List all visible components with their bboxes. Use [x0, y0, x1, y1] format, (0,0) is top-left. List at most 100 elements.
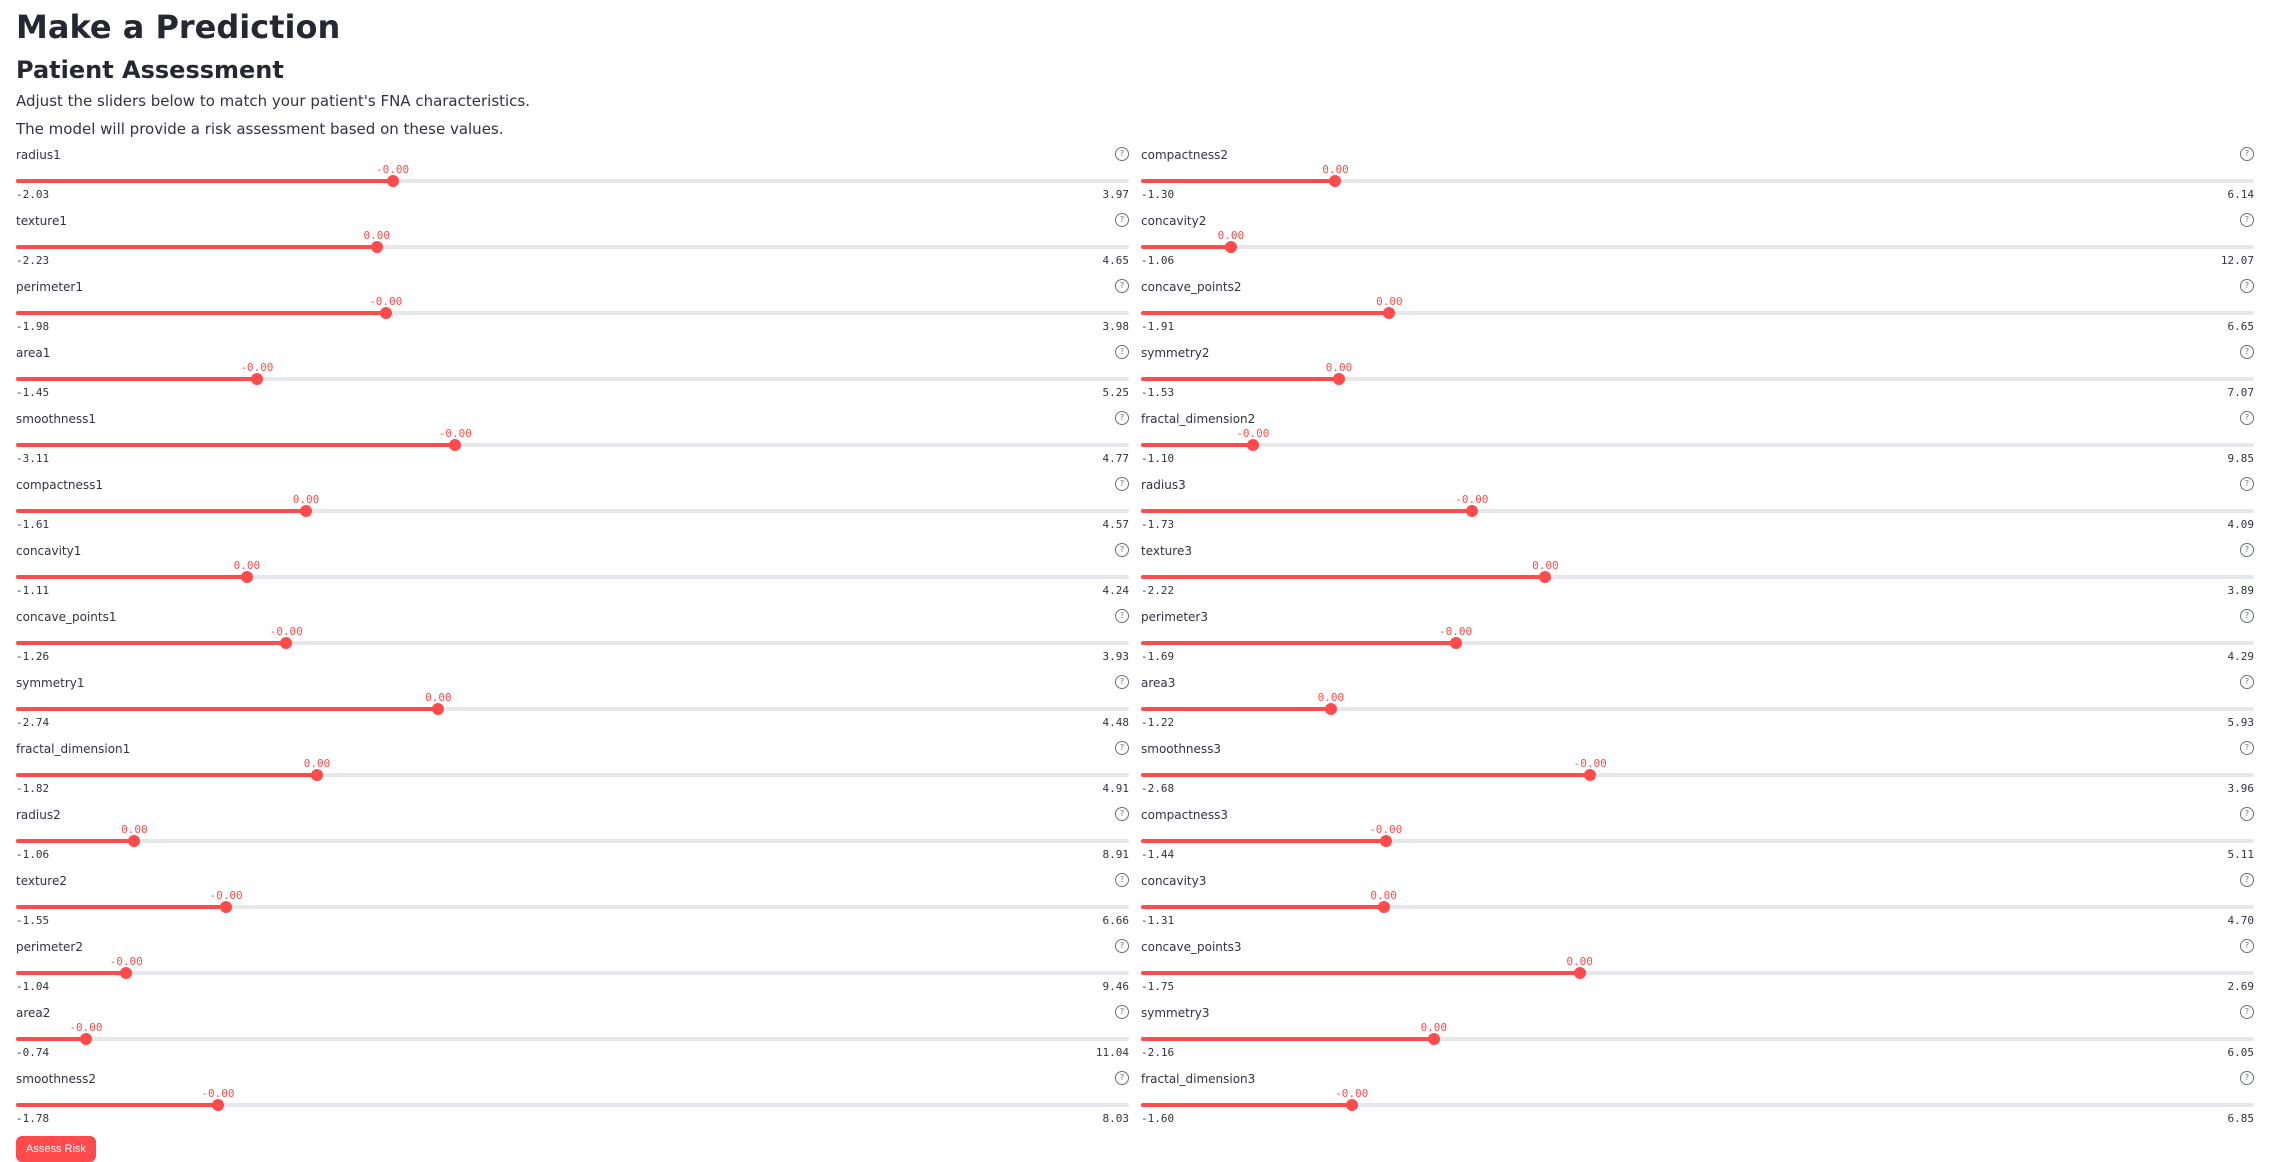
slider-track[interactable]: [1141, 373, 2254, 385]
question-circle-icon[interactable]: ?: [2240, 1071, 2254, 1085]
question-circle-icon[interactable]: ?: [1115, 147, 1129, 161]
slider-thumb[interactable]: [1584, 769, 1597, 781]
slider-thumb[interactable]: [432, 703, 445, 715]
slider-max: 5.25: [1102, 386, 1130, 399]
slider-thumb[interactable]: [1329, 175, 1342, 187]
slider-track[interactable]: [1141, 967, 2254, 979]
slider-track[interactable]: [16, 307, 1129, 319]
question-circle-icon[interactable]: ?: [2240, 543, 2254, 557]
question-circle-icon[interactable]: ?: [2240, 345, 2254, 359]
slider-thumb[interactable]: [250, 373, 263, 385]
slider-thumb[interactable]: [1224, 241, 1237, 253]
slider-track[interactable]: [16, 505, 1129, 517]
slider-thumb[interactable]: [280, 637, 293, 649]
question-circle-icon[interactable]: ?: [2240, 279, 2254, 293]
slider-max: 4.91: [1102, 782, 1130, 795]
slider-track[interactable]: [16, 373, 1129, 385]
assess-risk-button[interactable]: Assess Risk: [16, 1136, 96, 1162]
slider-track[interactable]: [16, 769, 1129, 781]
slider-thumb[interactable]: [1449, 637, 1462, 649]
slider-thumb[interactable]: [1377, 901, 1390, 913]
slider-thumb[interactable]: [299, 505, 312, 517]
slider-min: -1.22: [1141, 716, 1175, 729]
question-circle-icon[interactable]: ?: [2240, 213, 2254, 227]
slider-track[interactable]: [16, 1099, 1129, 1111]
slider-track[interactable]: [16, 967, 1129, 979]
slider-thumb[interactable]: [1345, 1099, 1358, 1111]
question-circle-icon[interactable]: ?: [1115, 477, 1129, 491]
question-circle-icon[interactable]: ?: [1115, 939, 1129, 953]
question-circle-icon[interactable]: ?: [1115, 741, 1129, 755]
slider-thumb[interactable]: [79, 1033, 92, 1045]
slider-thumb[interactable]: [1465, 505, 1478, 517]
slider-track[interactable]: [16, 835, 1129, 847]
slider-thumb[interactable]: [386, 175, 399, 187]
slider-track[interactable]: [16, 901, 1129, 913]
slider-track[interactable]: [1141, 901, 2254, 913]
slider-thumb[interactable]: [370, 241, 383, 253]
slider-track[interactable]: [16, 175, 1129, 187]
slider-min: -1.61: [16, 518, 50, 531]
slider-track[interactable]: [1141, 769, 2254, 781]
question-circle-icon[interactable]: ?: [1115, 543, 1129, 557]
slider-track[interactable]: [1141, 241, 2254, 253]
question-circle-icon[interactable]: ?: [1115, 675, 1129, 689]
question-circle-icon[interactable]: ?: [1115, 873, 1129, 887]
slider-max: 7.07: [2227, 386, 2255, 399]
slider-thumb[interactable]: [1539, 571, 1552, 583]
question-circle-icon[interactable]: ?: [2240, 939, 2254, 953]
slider-thumb[interactable]: [379, 307, 392, 319]
slider-thumb[interactable]: [1324, 703, 1337, 715]
question-circle-icon[interactable]: ?: [2240, 873, 2254, 887]
slider-track[interactable]: [16, 637, 1129, 649]
question-circle-icon[interactable]: ?: [1115, 1005, 1129, 1019]
slider-thumb[interactable]: [1246, 439, 1259, 451]
slider-max: 9.85: [2227, 452, 2255, 465]
slider-track[interactable]: [16, 703, 1129, 715]
question-circle-icon[interactable]: ?: [1115, 213, 1129, 227]
question-circle-icon[interactable]: ?: [2240, 675, 2254, 689]
slider-thumb[interactable]: [1379, 835, 1392, 847]
slider-thumb[interactable]: [128, 835, 141, 847]
slider-track[interactable]: [1141, 439, 2254, 451]
slider-thumb[interactable]: [120, 967, 133, 979]
question-circle-icon[interactable]: ?: [1115, 1071, 1129, 1085]
slider-thumb[interactable]: [240, 571, 253, 583]
slider-track[interactable]: [1141, 307, 2254, 319]
slider-track[interactable]: [1141, 505, 2254, 517]
question-circle-icon[interactable]: ?: [2240, 1005, 2254, 1019]
slider-track[interactable]: [1141, 571, 2254, 583]
slider-radius1: radius1? -0.00 -2.03 3.97: [16, 142, 1129, 208]
slider-track[interactable]: [16, 571, 1129, 583]
question-circle-icon[interactable]: ?: [1115, 345, 1129, 359]
slider-track[interactable]: [1141, 1099, 2254, 1111]
slider-track[interactable]: [16, 439, 1129, 451]
slider-track[interactable]: [1141, 703, 2254, 715]
slider-thumb[interactable]: [449, 439, 462, 451]
question-circle-icon[interactable]: ?: [1115, 279, 1129, 293]
slider-track[interactable]: [16, 241, 1129, 253]
slider-thumb[interactable]: [1427, 1033, 1440, 1045]
question-circle-icon[interactable]: ?: [2240, 477, 2254, 491]
slider-track[interactable]: [1141, 835, 2254, 847]
slider-thumb[interactable]: [1383, 307, 1396, 319]
question-circle-icon[interactable]: ?: [2240, 609, 2254, 623]
slider-max: 8.03: [1102, 1112, 1130, 1125]
question-circle-icon[interactable]: ?: [2240, 741, 2254, 755]
question-circle-icon[interactable]: ?: [1115, 411, 1129, 425]
slider-track[interactable]: [1141, 1033, 2254, 1045]
slider-thumb[interactable]: [1573, 967, 1586, 979]
question-circle-icon[interactable]: ?: [2240, 411, 2254, 425]
question-circle-icon[interactable]: ?: [1115, 609, 1129, 623]
slider-track[interactable]: [1141, 637, 2254, 649]
question-circle-icon[interactable]: ?: [1115, 807, 1129, 821]
question-circle-icon[interactable]: ?: [2240, 147, 2254, 161]
question-circle-icon[interactable]: ?: [2240, 807, 2254, 821]
slider-thumb[interactable]: [220, 901, 233, 913]
slider-thumb[interactable]: [310, 769, 323, 781]
slider-fill: [16, 575, 247, 579]
slider-thumb[interactable]: [1333, 373, 1345, 385]
slider-track[interactable]: [16, 1033, 1129, 1045]
slider-thumb[interactable]: [211, 1099, 224, 1111]
slider-track[interactable]: [1141, 175, 2254, 187]
